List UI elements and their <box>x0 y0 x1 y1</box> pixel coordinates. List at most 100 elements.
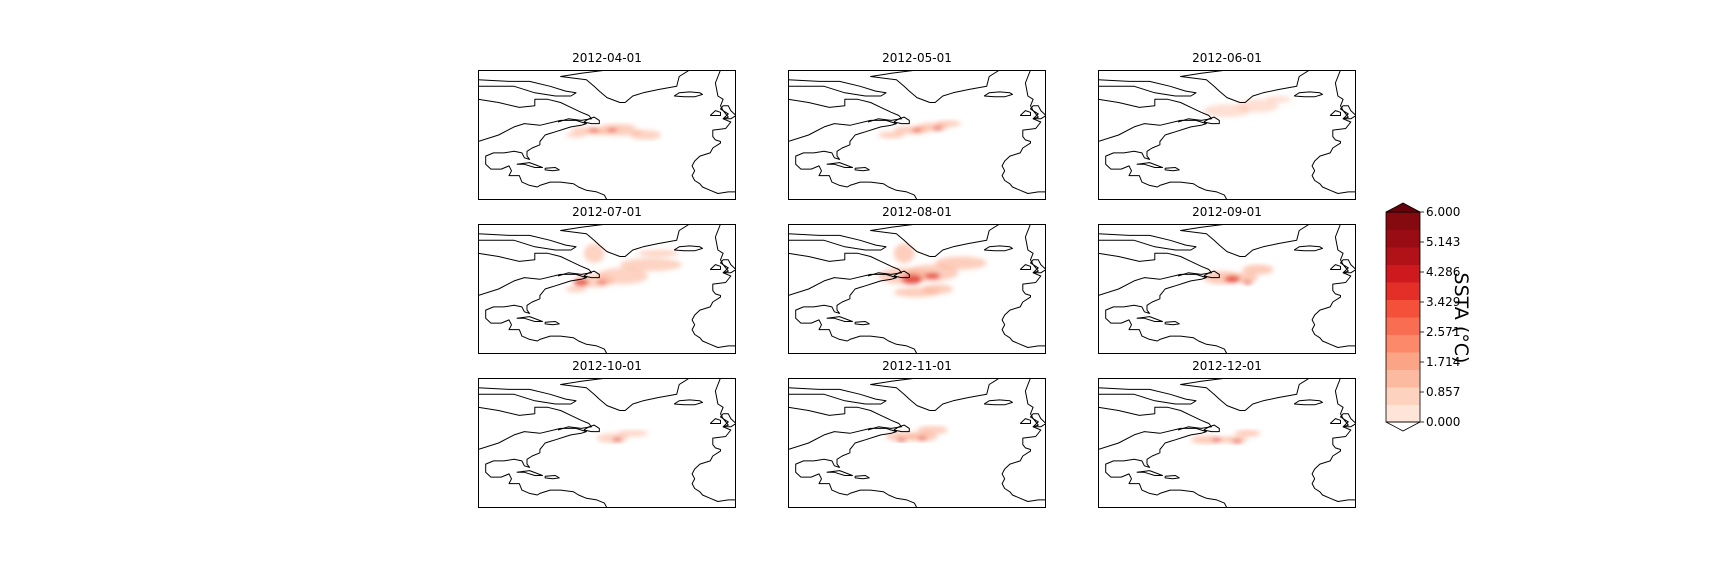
anomaly-hotspot <box>588 128 600 132</box>
anomaly-hotspot <box>896 438 907 442</box>
colorbar-tick-label: 1.714 <box>1426 355 1461 369</box>
anomaly-patch <box>935 256 987 270</box>
colorbar-segment <box>1386 369 1420 388</box>
anomaly-patch <box>917 425 948 435</box>
map-panel: 2012-09-01 <box>1098 205 1356 354</box>
colorbar-segment <box>1386 352 1420 370</box>
map-canvas <box>1098 70 1356 200</box>
colorbar-segment <box>1386 282 1420 300</box>
colorbar-label: SSTA (°C) <box>1450 272 1472 364</box>
map-canvas <box>478 224 736 354</box>
ssta-field <box>565 123 662 140</box>
map-panel: 2012-12-01 <box>1098 359 1356 508</box>
anomaly-patch <box>1190 435 1222 444</box>
colorbar-tick-label: 3.429 <box>1426 295 1461 309</box>
anomaly-hotspot <box>924 272 941 280</box>
anomaly-patch <box>583 243 605 263</box>
ssta-field <box>1203 264 1274 285</box>
map-canvas <box>788 378 1046 508</box>
map-panel: 2012-08-01 <box>788 205 1046 354</box>
colorbar-segment <box>1386 317 1420 335</box>
panel-title: 2012-12-01 <box>1192 359 1262 373</box>
panel-title: 2012-11-01 <box>882 359 952 373</box>
panel-title: 2012-08-01 <box>882 205 952 219</box>
coastline <box>1098 70 1356 200</box>
colorbar-tick-label: 6.000 <box>1426 205 1461 219</box>
anomaly-hotspot <box>1224 276 1240 283</box>
colorbar-bar <box>1385 202 1424 432</box>
map-panel: 2012-07-01 <box>478 205 736 354</box>
coastline <box>478 70 736 200</box>
anomaly-patch <box>637 250 680 257</box>
colorbar-tick-label: 4.286 <box>1426 265 1461 279</box>
anomaly-patch <box>935 120 961 127</box>
colorbar-outline <box>1385 211 1421 423</box>
colorbar: 6.000 5.143 4.286 3.429 2.571 1.714 0.857 0.000 <box>1384 202 1514 434</box>
coastline <box>1098 378 1356 508</box>
ssta-field <box>1190 430 1261 444</box>
map-frame <box>1098 70 1356 200</box>
coastline <box>478 378 736 508</box>
colorbar-extend-min <box>1385 421 1421 432</box>
anomaly-hotspot <box>612 438 623 442</box>
anomaly-hotspot <box>607 128 618 132</box>
coastline <box>788 378 1046 508</box>
panel-title: 2012-09-01 <box>1192 205 1262 219</box>
coastline <box>1098 224 1356 354</box>
map-canvas <box>788 70 1046 200</box>
anomaly-patch <box>619 258 682 272</box>
map-frame <box>788 378 1046 508</box>
map-frame <box>478 224 736 354</box>
map-frame <box>478 378 736 508</box>
anomaly-hotspot <box>596 280 607 285</box>
map-canvas <box>1098 378 1356 508</box>
anomaly-patch <box>1237 99 1279 113</box>
ssta-field <box>878 120 961 139</box>
panel-title: 2012-06-01 <box>1192 51 1262 65</box>
anomaly-hotspot <box>1211 438 1222 442</box>
colorbar-tick-label: 5.143 <box>1426 235 1461 249</box>
anomaly-patch <box>1265 96 1292 103</box>
anomaly-hotspot <box>911 128 923 132</box>
colorbar-tick-label: 2.571 <box>1426 325 1461 339</box>
coastline <box>788 224 1046 354</box>
anomaly-patch <box>893 243 915 263</box>
anomaly-patch <box>1242 264 1274 275</box>
map-canvas <box>478 378 736 508</box>
anomaly-patch <box>878 131 905 139</box>
colorbar-segment <box>1386 299 1420 318</box>
map-canvas <box>1098 224 1356 354</box>
anomaly-hotspot <box>1242 280 1253 285</box>
anomaly-patch <box>599 123 636 131</box>
colorbar-segment <box>1386 247 1420 265</box>
anomaly-hotspot <box>573 279 589 286</box>
ssta-field <box>565 243 682 293</box>
map-frame <box>1098 224 1356 354</box>
anomaly-hotspot <box>1232 439 1243 443</box>
colorbar-segment <box>1386 212 1420 230</box>
colorbar-segment <box>1386 387 1420 405</box>
panel-title: 2012-07-01 <box>572 205 642 219</box>
map-frame <box>478 70 736 200</box>
ssta-field <box>878 243 987 298</box>
anomaly-patch <box>596 267 649 285</box>
anomaly-hotspot <box>917 436 928 440</box>
colorbar-extend-max <box>1385 202 1421 213</box>
anomaly-patch <box>565 132 587 138</box>
map-panel: 2012-05-01 <box>788 51 1046 200</box>
anomaly-hotspot <box>901 274 923 285</box>
map-frame <box>1098 378 1356 508</box>
map-canvas <box>788 224 1046 354</box>
anomaly-hotspot <box>932 126 943 131</box>
anomaly-patch <box>1234 430 1261 437</box>
map-frame <box>788 70 1046 200</box>
map-frame <box>788 224 1046 354</box>
anomaly-patch <box>922 284 954 294</box>
map-canvas <box>478 70 736 200</box>
colorbar-segment <box>1386 404 1420 423</box>
anomaly-patch <box>630 130 662 140</box>
map-panel: 2012-06-01 <box>1098 51 1356 200</box>
map-panel: 2012-11-01 <box>788 359 1046 508</box>
colorbar-segment <box>1386 229 1420 248</box>
panel-title: 2012-04-01 <box>572 51 642 65</box>
